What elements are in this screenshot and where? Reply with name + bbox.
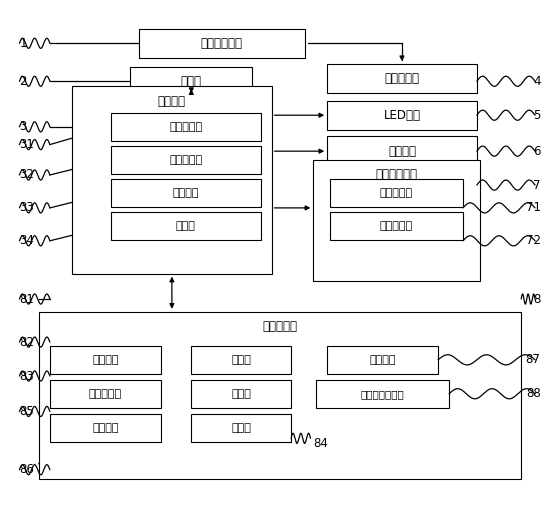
- Text: 光电缆接口板: 光电缆接口板: [201, 37, 243, 50]
- FancyBboxPatch shape: [330, 211, 463, 240]
- FancyBboxPatch shape: [327, 346, 438, 374]
- FancyBboxPatch shape: [50, 380, 161, 408]
- Text: 嵌入主控板: 嵌入主控板: [169, 122, 202, 132]
- Text: 3: 3: [20, 120, 27, 133]
- Text: 81: 81: [20, 292, 34, 306]
- Text: 传感器系统: 传感器系统: [263, 321, 297, 333]
- FancyBboxPatch shape: [327, 100, 477, 130]
- Text: 71: 71: [526, 201, 540, 215]
- Text: 光端机: 光端机: [181, 75, 202, 88]
- Text: 功率分配板: 功率分配板: [385, 72, 419, 85]
- Text: 电源板: 电源板: [176, 221, 195, 230]
- Text: 31: 31: [20, 138, 34, 151]
- FancyBboxPatch shape: [111, 113, 260, 141]
- FancyBboxPatch shape: [139, 29, 305, 58]
- Text: 84: 84: [313, 437, 328, 450]
- Text: 88: 88: [526, 387, 540, 400]
- FancyBboxPatch shape: [130, 67, 252, 96]
- FancyBboxPatch shape: [316, 380, 449, 408]
- Text: 86: 86: [20, 463, 34, 476]
- Text: 电压电流传感器: 电压电流传感器: [361, 389, 404, 399]
- Text: 6: 6: [533, 145, 540, 158]
- Text: 旋转云台: 旋转云台: [388, 145, 416, 158]
- Text: 舵部推进器: 舵部推进器: [380, 221, 413, 230]
- FancyBboxPatch shape: [50, 414, 161, 442]
- Text: 8: 8: [533, 292, 540, 306]
- Text: 7: 7: [533, 179, 540, 191]
- Text: 压力传感器: 压力传感器: [89, 389, 122, 399]
- FancyBboxPatch shape: [327, 64, 477, 93]
- FancyBboxPatch shape: [111, 179, 260, 207]
- FancyBboxPatch shape: [72, 87, 272, 274]
- FancyBboxPatch shape: [327, 137, 477, 166]
- Text: 垂向推进器: 垂向推进器: [380, 188, 413, 198]
- Text: 前视声纳: 前视声纳: [92, 423, 119, 433]
- Text: 电子罗盘: 电子罗盘: [370, 355, 396, 365]
- Text: 5: 5: [533, 109, 540, 122]
- Text: 主控系统: 主控系统: [158, 95, 186, 108]
- Text: LED照明: LED照明: [384, 109, 421, 122]
- Text: 1: 1: [20, 37, 27, 50]
- Text: 高度计: 高度计: [231, 389, 251, 399]
- FancyBboxPatch shape: [330, 179, 463, 207]
- Text: 33: 33: [20, 201, 34, 215]
- FancyBboxPatch shape: [39, 312, 521, 479]
- Text: 4: 4: [533, 75, 540, 88]
- Text: 多串口板: 多串口板: [172, 188, 199, 198]
- Text: 摄像机: 摄像机: [231, 355, 251, 365]
- FancyBboxPatch shape: [111, 146, 260, 174]
- FancyBboxPatch shape: [313, 160, 479, 281]
- FancyBboxPatch shape: [111, 211, 260, 240]
- Text: 陀螺仪: 陀螺仪: [231, 423, 251, 433]
- Text: 数据采集板: 数据采集板: [169, 155, 202, 165]
- Text: 34: 34: [20, 234, 34, 247]
- Text: 82: 82: [20, 335, 34, 349]
- Text: 85: 85: [20, 405, 34, 418]
- Text: 2: 2: [20, 75, 27, 88]
- Text: 动力驱动系统: 动力驱动系统: [375, 168, 417, 181]
- Text: 测距声纳: 测距声纳: [92, 355, 119, 365]
- FancyBboxPatch shape: [50, 346, 161, 374]
- Text: 72: 72: [526, 234, 540, 247]
- Text: 83: 83: [20, 370, 34, 382]
- FancyBboxPatch shape: [192, 414, 291, 442]
- FancyBboxPatch shape: [192, 380, 291, 408]
- Text: 87: 87: [526, 353, 540, 366]
- FancyBboxPatch shape: [192, 346, 291, 374]
- Text: 32: 32: [20, 168, 34, 181]
